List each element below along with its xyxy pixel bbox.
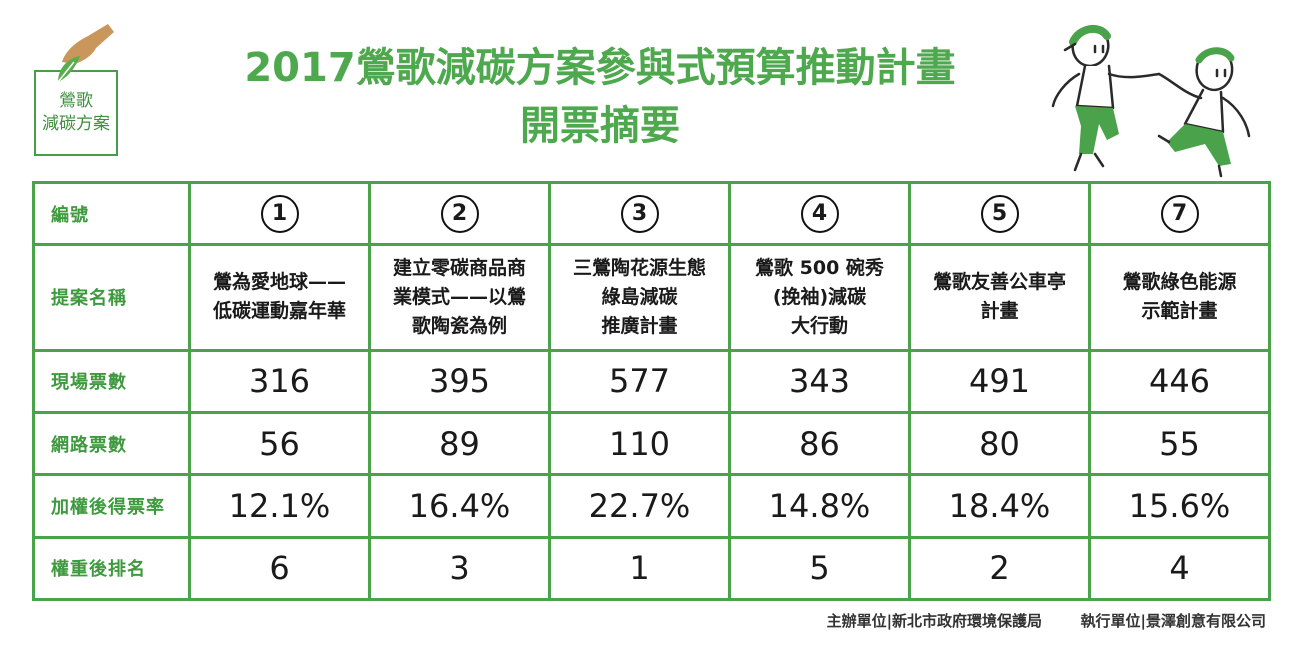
online-votes-cell: 80 xyxy=(908,410,1091,477)
vote-summary-table: 編號 1 2 3 4 5 7 提案名稱 鶯為愛地球—— 低碳運動嘉年華 建立零碳… xyxy=(32,180,1271,602)
row-label-onsite-votes: 現場票數 xyxy=(32,348,191,414)
online-votes-cell: 86 xyxy=(728,410,911,477)
proposal-name-line: 鶯為愛地球—— xyxy=(212,271,346,294)
weighted-rank-cell: 1 xyxy=(548,535,731,602)
proposal-name-cell: 鶯歌友善公車亭 計畫 xyxy=(908,243,1091,352)
row-label-online-votes: 網路票數 xyxy=(32,410,191,477)
logo: 鶯歌 減碳方案 xyxy=(34,70,118,156)
proposal-name-line: 建立零碳商品商 xyxy=(392,256,526,279)
proposal-name-line: 推廣計畫 xyxy=(601,314,678,337)
online-votes-cell: 89 xyxy=(368,410,551,477)
row-label-weighted-rate: 加權後得票率 xyxy=(32,473,191,539)
weighted-rate-cell: 16.4% xyxy=(368,473,551,539)
organizer-credit: 主辦單位|新北市政府環境保護局 xyxy=(826,612,1043,630)
weighted-rate-cell: 15.6% xyxy=(1088,473,1271,539)
proposal-number-cell: 1 xyxy=(188,180,371,247)
weighted-rate-cell: 18.4% xyxy=(908,473,1091,539)
hand-with-leaf-icon xyxy=(57,24,114,83)
row-label-proposal-name: 提案名稱 xyxy=(32,243,191,352)
proposal-name-line: 鶯歌友善公車亭 xyxy=(932,271,1066,294)
proposal-number-cell: 2 xyxy=(368,180,551,247)
weighted-rank-cell: 2 xyxy=(908,535,1091,602)
proposal-name-line: 計畫 xyxy=(980,300,1019,323)
proposal-name-line: 鶯歌 500 碗秀 xyxy=(755,256,884,279)
footer-credits: 主辦單位|新北市政府環境保護局 執行單位|景澤創意有限公司 xyxy=(825,610,1266,631)
online-votes-cell: 56 xyxy=(188,410,371,477)
proposal-name-line: 示範計畫 xyxy=(1141,300,1218,323)
proposal-name-line: 綠島減碳 xyxy=(601,285,678,308)
online-votes-cell: 110 xyxy=(548,410,731,477)
proposal-name-line: 大行動 xyxy=(790,314,848,337)
executor-credit: 執行單位|景澤創意有限公司 xyxy=(1080,612,1266,630)
row-label-number: 編號 xyxy=(32,180,191,247)
row-label-weighted-rank: 權重後排名 xyxy=(32,535,191,602)
onsite-votes-cell: 316 xyxy=(188,348,371,414)
page-title: 2017鶯歌減碳方案參與式預算推動計畫 xyxy=(244,45,956,91)
logo-text: 鶯歌 減碳方案 xyxy=(36,90,116,136)
table-row-number: 編號 1 2 3 4 5 7 xyxy=(32,180,1271,247)
table-row-online-votes: 網路票數 56 89 110 86 80 55 xyxy=(32,410,1271,477)
weighted-rank-cell: 6 xyxy=(188,535,371,602)
logo-text-line1: 鶯歌 xyxy=(59,91,93,111)
proposal-name-cell: 鶯歌綠色能源 示範計畫 xyxy=(1088,243,1271,352)
table-row-weighted-rate: 加權後得票率 12.1% 16.4% 22.7% 14.8% 18.4% 15.… xyxy=(32,473,1271,539)
proposal-name-cell: 鶯為愛地球—— 低碳運動嘉年華 xyxy=(188,243,371,352)
onsite-votes-cell: 491 xyxy=(908,348,1091,414)
proposal-name-line: (挽袖)減碳 xyxy=(772,285,867,308)
weighted-rate-cell: 14.8% xyxy=(728,473,911,539)
logo-text-line2: 減碳方案 xyxy=(42,114,110,134)
proposal-number-cell: 3 xyxy=(548,180,731,247)
onsite-votes-cell: 343 xyxy=(728,348,911,414)
proposal-number: 2 xyxy=(440,194,479,233)
proposal-name-line: 三鶯陶花源生態 xyxy=(572,256,706,279)
proposal-number-cell: 7 xyxy=(1088,180,1271,247)
proposal-name-line: 低碳運動嘉年華 xyxy=(212,300,346,323)
onsite-votes-cell: 446 xyxy=(1088,348,1271,414)
proposal-number: 1 xyxy=(260,194,299,233)
proposal-name-line: 業模式——以鶯 xyxy=(392,285,526,308)
proposal-name-line: 歌陶瓷為例 xyxy=(411,314,507,337)
table-row-weighted-rank: 權重後排名 6 3 1 5 2 4 xyxy=(32,535,1271,602)
weighted-rank-cell: 4 xyxy=(1088,535,1271,602)
proposal-number: 5 xyxy=(980,194,1019,233)
proposal-number-cell: 4 xyxy=(728,180,911,247)
weighted-rate-cell: 12.1% xyxy=(188,473,371,539)
table-row-proposal-name: 提案名稱 鶯為愛地球—— 低碳運動嘉年華 建立零碳商品商 業模式——以鶯 歌陶瓷… xyxy=(32,243,1271,352)
weighted-rank-cell: 5 xyxy=(728,535,911,602)
proposal-name-line: 鶯歌綠色能源 xyxy=(1122,271,1237,294)
proposal-number: 4 xyxy=(800,194,839,233)
proposal-number: 7 xyxy=(1160,194,1199,233)
weighted-rate-cell: 22.7% xyxy=(548,473,731,539)
weighted-rank-cell: 3 xyxy=(368,535,551,602)
proposal-number-cell: 5 xyxy=(908,180,1091,247)
onsite-votes-cell: 395 xyxy=(368,348,551,414)
proposal-name-cell: 鶯歌 500 碗秀 (挽袖)減碳 大行動 xyxy=(728,243,911,352)
people-holding-hands-illustration xyxy=(1051,24,1251,178)
proposal-name-cell: 三鶯陶花源生態 綠島減碳 推廣計畫 xyxy=(548,243,731,352)
proposal-name-cell: 建立零碳商品商 業模式——以鶯 歌陶瓷為例 xyxy=(368,243,551,352)
proposal-number: 3 xyxy=(620,194,659,233)
table-row-onsite-votes: 現場票數 316 395 577 343 491 446 xyxy=(32,348,1271,414)
page-subtitle: 開票摘要 xyxy=(520,103,680,149)
online-votes-cell: 55 xyxy=(1088,410,1271,477)
onsite-votes-cell: 577 xyxy=(548,348,731,414)
